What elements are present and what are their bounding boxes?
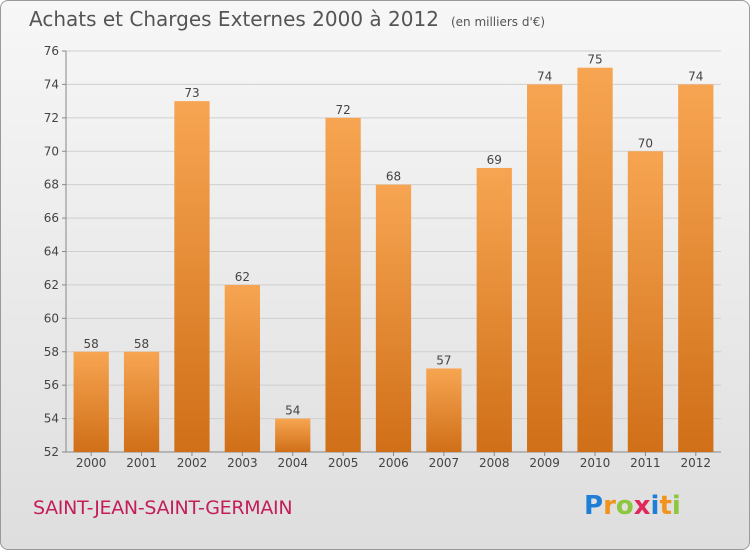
x-tick-label: 2001 — [126, 456, 157, 470]
data-label: 74 — [688, 69, 703, 83]
bar-2011 — [627, 151, 664, 452]
unit-label: (en milliers d'€) — [450, 15, 546, 29]
data-label: 75 — [587, 53, 602, 67]
x-tick-label: 2012 — [681, 456, 712, 470]
y-tick-label: 76 — [44, 44, 59, 58]
data-label: 74 — [537, 69, 552, 83]
bars — [73, 67, 714, 453]
logo-letter: i — [671, 491, 681, 521]
data-label: 58 — [134, 337, 149, 351]
y-tick-label: 68 — [44, 178, 59, 192]
logo-letter: t — [659, 491, 672, 521]
data-label: 72 — [335, 103, 350, 117]
y-tick-label: 54 — [44, 412, 59, 426]
data-label: 57 — [436, 353, 451, 367]
y-tick-label: 74 — [44, 77, 59, 91]
y-tick-label: 52 — [44, 445, 59, 459]
x-tick-label: 2000 — [76, 456, 107, 470]
logo-letter: P — [584, 491, 604, 521]
x-tick-label: 2010 — [580, 456, 611, 470]
bar-2000 — [73, 351, 109, 452]
x-tick-label: 2002 — [177, 456, 208, 470]
y-tick-label: 62 — [44, 278, 59, 292]
x-tick-label: 2008 — [479, 456, 510, 470]
data-label: 62 — [235, 270, 250, 284]
logo-letter: o — [615, 491, 634, 521]
x-tick-label: 2006 — [378, 456, 409, 470]
y-tick-label: 70 — [44, 144, 59, 158]
x-tick-label: 2003 — [227, 456, 258, 470]
data-label: 70 — [638, 136, 653, 150]
data-label: 68 — [386, 170, 401, 184]
title-text: Achats et Charges Externes 2000 à 2012 — [29, 7, 439, 31]
x-tick-label: 2005 — [328, 456, 359, 470]
bar-2006 — [375, 184, 412, 452]
commune-name: SAINT-JEAN-SAINT-GERMAIN — [33, 497, 293, 519]
bar-2003 — [224, 284, 260, 452]
data-label: 73 — [184, 86, 199, 100]
y-tick-label: 66 — [44, 211, 59, 225]
chart-title: Achats et Charges Externes 2000 à 2012 (e… — [29, 7, 545, 31]
x-tick-label: 2004 — [277, 456, 308, 470]
logo-letter: r — [603, 491, 616, 521]
bar-2009 — [527, 84, 563, 453]
proxiti-logo[interactable]: Proxiti — [584, 491, 681, 521]
bar-2001 — [123, 351, 160, 452]
data-labels: 58 58 73 62 54 72 68 57 69 74 75 70 74 — [84, 53, 704, 418]
bar-2004 — [275, 418, 311, 452]
bar-2005 — [325, 117, 361, 452]
bar-2002 — [174, 101, 210, 452]
bar-2010 — [577, 67, 613, 452]
y-tick-label: 60 — [44, 311, 59, 325]
y-tick-label: 72 — [44, 111, 59, 125]
data-label: 54 — [285, 404, 300, 418]
y-tick-label: 58 — [44, 345, 59, 359]
y-tick-label: 56 — [44, 378, 59, 392]
axes: 52 54 56 58 60 62 64 66 68 70 72 74 76 2000 2001 2002 20… — [44, 44, 721, 470]
bar-2007 — [426, 368, 462, 452]
x-tick-label: 2009 — [529, 456, 560, 470]
y-tick-label: 64 — [44, 245, 59, 259]
logo-letter: x — [633, 491, 651, 521]
bar-2008 — [476, 167, 512, 453]
data-label: 69 — [487, 153, 502, 167]
logo-letter: i — [650, 491, 660, 521]
x-tick-label: 2011 — [630, 456, 661, 470]
x-tick-label: 2007 — [429, 456, 460, 470]
bar-2012 — [678, 84, 714, 453]
data-label: 58 — [84, 337, 99, 351]
